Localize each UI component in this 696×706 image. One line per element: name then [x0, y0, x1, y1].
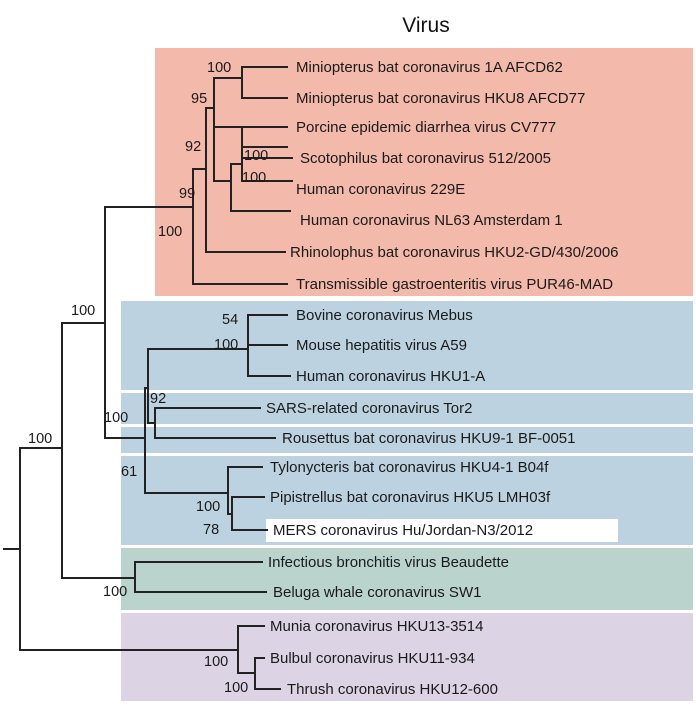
- tree-branches: [3, 66, 293, 690]
- bootstrap-value: 100: [242, 170, 266, 186]
- bootstrap-value: 100: [158, 224, 182, 240]
- leaf-label: Infectious bronchitis virus Beaudette: [268, 554, 509, 571]
- bootstrap-values: 100 95 92 100 100 99 100 100 54 100 92 1…: [28, 60, 268, 696]
- bootstrap-value: 100: [104, 410, 128, 426]
- leaf-label: Rhinolophus bat coronavirus HKU2-GD/430/…: [290, 244, 619, 261]
- bootstrap-value: 92: [185, 139, 201, 155]
- leaf-label: Porcine epidemic diarrhea virus CV777: [296, 119, 556, 136]
- leaf-label: Tylonycteris bat coronavirus HKU4-1 B04f: [270, 459, 549, 476]
- bootstrap-value: 100: [224, 680, 248, 696]
- leaf-label: Rousettus bat coronavirus HKU9-1 BF-0051: [282, 430, 575, 447]
- bootstrap-value: 100: [28, 431, 52, 447]
- figure-title: Virus: [402, 14, 449, 37]
- leaf-label: Bovine coronavirus Mebus: [296, 307, 473, 324]
- bootstrap-value: 100: [204, 654, 228, 670]
- leaf-label: Miniopterus bat coronavirus HKU8 AFCD77: [296, 90, 585, 107]
- clade-panel-beta-a: [121, 301, 693, 362]
- clade-panel-gamma: [121, 548, 693, 610]
- leaf-label: Human coronavirus HKU1-A: [296, 368, 485, 385]
- clade-panel-alpha: [155, 48, 693, 296]
- bootstrap-value: 100: [244, 148, 268, 164]
- leaf-label: Beluga whale coronavirus SW1: [273, 584, 481, 601]
- bootstrap-value: 100: [71, 303, 95, 319]
- bootstrap-value: 100: [207, 60, 231, 76]
- leaf-label: Transmissible gastroenteritis virus PUR4…: [296, 276, 613, 293]
- bootstrap-value: 100: [103, 584, 127, 600]
- mers-highlight-box: [266, 519, 618, 542]
- clade-panel-beta-a-bottom: [121, 362, 693, 390]
- leaf-label: Thrush coronavirus HKU12-600: [287, 681, 498, 698]
- bootstrap-value: 100: [196, 499, 220, 515]
- leaf-label: SARS-related coronavirus Tor2: [266, 400, 472, 417]
- bootstrap-value: 54: [222, 312, 238, 328]
- bootstrap-value: 92: [150, 391, 166, 407]
- leaf-labels: Miniopterus bat coronavirus 1A AFCD62 Mi…: [266, 59, 619, 698]
- leaf-label: Mouse hepatitis virus A59: [296, 337, 467, 354]
- bootstrap-value: 95: [191, 91, 207, 107]
- leaf-label: Pipistrellus bat coronavirus HKU5 LMH03f: [270, 489, 551, 506]
- bootstrap-value: 78: [203, 522, 219, 538]
- leaf-label mers-leaf: MERS coronavirus Hu/Jordan-N3/2012: [273, 522, 533, 539]
- clade-panel-delta: [121, 613, 693, 701]
- bootstrap-value: 61: [121, 464, 137, 480]
- leaf-label: Human coronavirus 229E: [296, 181, 465, 198]
- leaf-label: Miniopterus bat coronavirus 1A AFCD62: [296, 59, 563, 76]
- bootstrap-value: 99: [179, 186, 195, 202]
- clade-panel-beta-d: [121, 427, 693, 453]
- leaf-label: Munia coronavirus HKU13-3514: [270, 618, 483, 635]
- leaf-label: Scotophilus bat coronavirus 512/2005: [300, 150, 551, 167]
- leaf-label: Bulbul coronavirus HKU11-934: [270, 650, 475, 667]
- leaf-label: Human coronavirus NL63 Amsterdam 1: [300, 212, 563, 229]
- bootstrap-value: 100: [214, 337, 238, 353]
